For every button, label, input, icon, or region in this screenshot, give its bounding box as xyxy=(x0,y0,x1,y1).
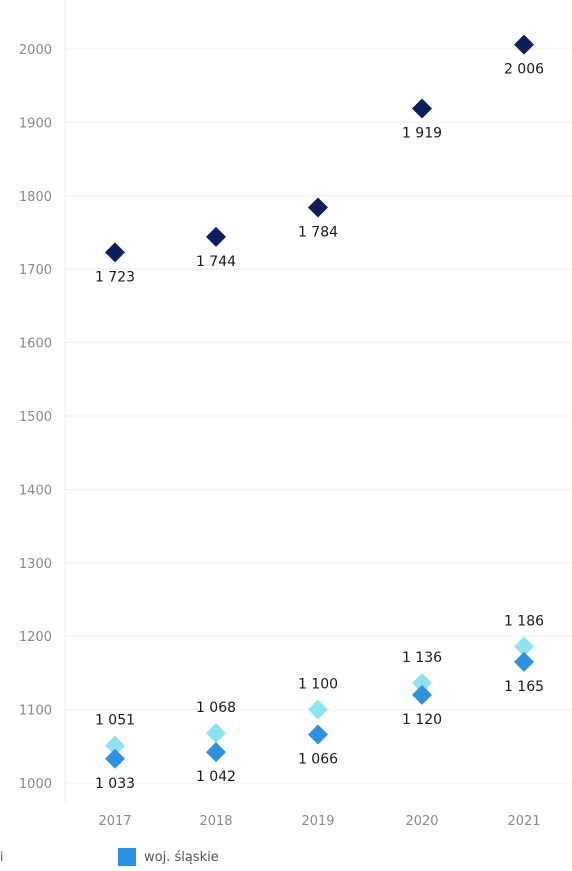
marker-s0-2019[interactable] xyxy=(308,197,328,218)
marker-s0-2021[interactable] xyxy=(514,34,534,55)
marker-s2-2018[interactable] xyxy=(206,742,226,763)
data-label-s2-2021: 1 165 xyxy=(504,679,544,695)
marker-s0-2018[interactable] xyxy=(206,226,226,247)
data-label-s0-2020: 1 919 xyxy=(402,125,442,141)
y-tick-label-2000: 2000 xyxy=(19,43,52,58)
y-tick-label-1100: 1100 xyxy=(19,704,52,719)
data-label-s2-2018: 1 042 xyxy=(196,769,236,785)
marker-s1-2019[interactable] xyxy=(308,699,328,720)
y-tick-label-1900: 1900 xyxy=(19,116,52,131)
marker-s2-2021[interactable] xyxy=(514,651,534,672)
marker-s2-2020[interactable] xyxy=(412,684,432,705)
data-label-s2-2017: 1 033 xyxy=(95,776,135,792)
data-label-s1-2020: 1 136 xyxy=(402,650,442,666)
data-label-s2-2019: 1 066 xyxy=(298,752,338,768)
y-tick-label-1600: 1600 xyxy=(19,337,52,352)
legend-label: woj. śląskie xyxy=(144,849,219,865)
y-tick-label-1400: 1400 xyxy=(19,483,52,498)
marker-s2-2017[interactable] xyxy=(105,748,125,769)
legend-fragment-text: i xyxy=(0,850,4,864)
data-label-s0-2021: 2 006 xyxy=(504,62,544,78)
x-tick-label-2020: 2020 xyxy=(405,814,438,829)
marker-s0-2017[interactable] xyxy=(105,242,125,263)
y-tick-label-1200: 1200 xyxy=(19,630,52,645)
data-label-s2-2020: 1 120 xyxy=(402,712,442,728)
x-tick-label-2021: 2021 xyxy=(507,814,540,829)
x-tick-label-2019: 2019 xyxy=(301,814,334,829)
data-label-s1-2019: 1 100 xyxy=(298,677,338,693)
y-tick-label-1500: 1500 xyxy=(19,410,52,425)
legend: i woj. śląskie xyxy=(0,846,572,871)
data-label-s1-2021: 1 186 xyxy=(504,613,544,629)
marker-s2-2019[interactable] xyxy=(308,724,328,745)
marker-s1-2018[interactable] xyxy=(206,723,226,744)
x-tick-label-2018: 2018 xyxy=(199,814,232,829)
data-markers xyxy=(105,34,534,769)
data-labels: 1 723 1 744 1 784 1 919 2 006 1 051 1 068 1 100… xyxy=(95,62,544,792)
data-label-s0-2019: 1 784 xyxy=(298,225,338,241)
data-label-s0-2018: 1 744 xyxy=(196,254,236,270)
data-label-s1-2017: 1 051 xyxy=(95,713,135,729)
marker-s0-2020[interactable] xyxy=(412,98,432,119)
legend-item-woj-slaskie[interactable]: woj. śląskie xyxy=(118,848,219,866)
gridlines xyxy=(64,0,572,803)
marker-s1-2017[interactable] xyxy=(105,735,125,756)
x-tick-label-2017: 2017 xyxy=(98,814,131,829)
legend-swatch xyxy=(118,848,136,866)
scatter-chart: 1000 1100 1200 1300 1400 1500 1600 1700 1800 1900… xyxy=(19,0,572,829)
y-tick-label-1800: 1800 xyxy=(19,190,52,205)
y-tick-label-1300: 1300 xyxy=(19,557,52,572)
x-axis-tick-labels: 2017 2018 2019 2020 2021 xyxy=(98,814,540,829)
marker-s1-2020[interactable] xyxy=(412,673,432,694)
y-tick-label-1000: 1000 xyxy=(19,777,52,792)
marker-s1-2021[interactable] xyxy=(514,636,534,657)
y-tick-label-1700: 1700 xyxy=(19,263,52,278)
y-axis-tick-labels: 1000 1100 1200 1300 1400 1500 1600 1700 1800 1900… xyxy=(19,43,52,792)
data-label-s0-2017: 1 723 xyxy=(95,269,135,285)
data-label-s1-2018: 1 068 xyxy=(196,700,236,716)
